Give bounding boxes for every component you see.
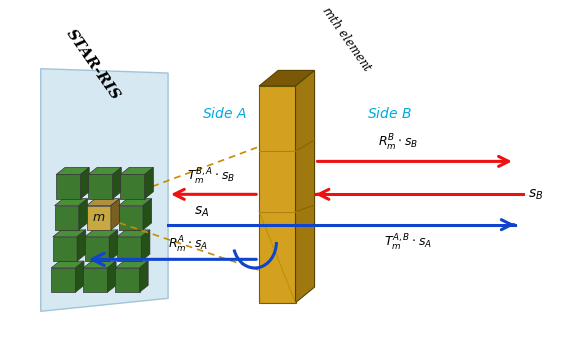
Polygon shape <box>56 167 89 174</box>
Polygon shape <box>120 174 145 199</box>
Text: $\mathit{Side\ A}$: $\mathit{Side\ A}$ <box>202 106 247 121</box>
Polygon shape <box>141 230 150 261</box>
Polygon shape <box>117 237 141 261</box>
Text: $\mathit{Side\ B}$: $\mathit{Side\ B}$ <box>366 106 412 121</box>
Polygon shape <box>120 167 153 174</box>
Polygon shape <box>139 261 148 292</box>
Polygon shape <box>53 237 77 261</box>
Polygon shape <box>79 199 88 230</box>
Polygon shape <box>115 268 139 292</box>
Polygon shape <box>145 167 153 199</box>
Polygon shape <box>108 261 116 292</box>
Polygon shape <box>259 86 295 303</box>
Polygon shape <box>85 237 109 261</box>
Polygon shape <box>113 167 122 199</box>
Polygon shape <box>55 199 88 206</box>
Polygon shape <box>88 167 122 174</box>
Text: $R_m^A \cdot s_A$: $R_m^A \cdot s_A$ <box>168 235 208 255</box>
Polygon shape <box>53 230 86 237</box>
Polygon shape <box>119 206 143 230</box>
Polygon shape <box>86 206 111 230</box>
Text: $m$th element: $m$th element <box>319 3 375 75</box>
Polygon shape <box>81 167 89 199</box>
Text: $T_m^{B,A} \cdot s_B$: $T_m^{B,A} \cdot s_B$ <box>187 167 236 188</box>
Polygon shape <box>85 230 118 237</box>
Text: $R_m^B \cdot s_B$: $R_m^B \cdot s_B$ <box>378 133 418 153</box>
Polygon shape <box>77 230 86 261</box>
Polygon shape <box>259 70 314 86</box>
Text: $s_B$: $s_B$ <box>528 187 543 201</box>
Polygon shape <box>88 174 113 199</box>
Text: STAR-RIS: STAR-RIS <box>63 26 122 102</box>
Polygon shape <box>41 69 168 311</box>
Polygon shape <box>109 230 118 261</box>
Polygon shape <box>75 261 84 292</box>
Text: $s_A$: $s_A$ <box>194 204 209 219</box>
Text: $m$: $m$ <box>92 211 105 224</box>
Polygon shape <box>117 230 150 237</box>
Text: $T_m^{A,B} \cdot s_A$: $T_m^{A,B} \cdot s_A$ <box>384 233 432 253</box>
Polygon shape <box>51 268 75 292</box>
Polygon shape <box>83 261 116 268</box>
Polygon shape <box>295 70 314 303</box>
Polygon shape <box>51 261 84 268</box>
Polygon shape <box>143 199 151 230</box>
Polygon shape <box>86 199 120 206</box>
Polygon shape <box>83 268 108 292</box>
Polygon shape <box>111 199 120 230</box>
Polygon shape <box>56 174 81 199</box>
Polygon shape <box>119 199 151 206</box>
Polygon shape <box>55 206 79 230</box>
Polygon shape <box>115 261 148 268</box>
